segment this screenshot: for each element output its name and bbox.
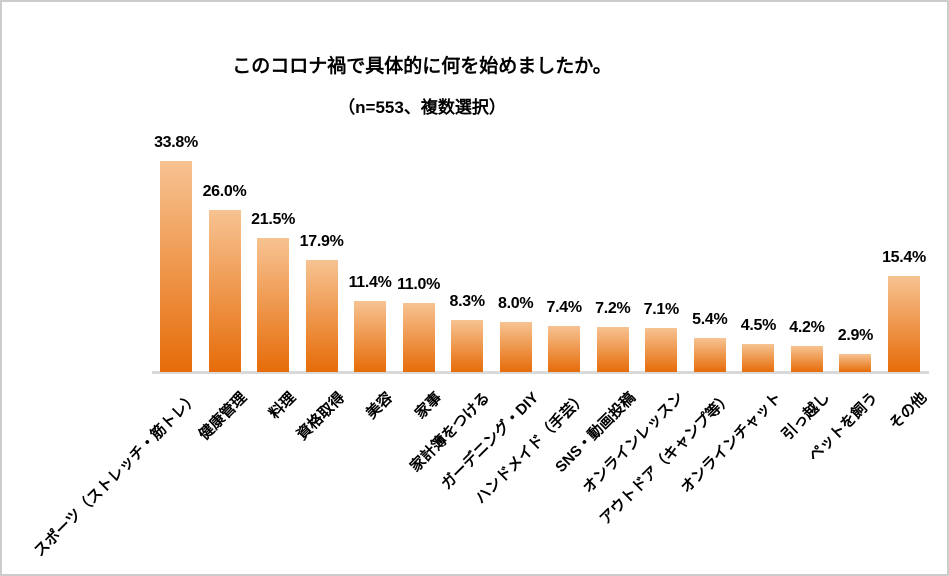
category-label: 資格取得	[293, 389, 348, 444]
chart-subtitle: （n=553、複数選択）	[338, 98, 506, 117]
value-label: 4.2%	[789, 319, 825, 336]
value-label: 17.9%	[299, 233, 344, 250]
category-label: 健康管理	[196, 389, 251, 444]
bar	[451, 320, 484, 372]
bar	[548, 326, 581, 372]
value-label: 2.9%	[837, 327, 874, 344]
value-label: 11.4%	[348, 274, 392, 291]
bar	[839, 354, 872, 372]
bar	[208, 210, 241, 372]
bar	[257, 238, 290, 372]
category-label: その他	[886, 389, 931, 433]
value-label: 11.0%	[397, 276, 441, 293]
value-label: 33.8%	[154, 134, 198, 151]
value-label: 7.4%	[546, 299, 583, 316]
bar	[354, 301, 387, 372]
value-label: 21.5%	[251, 211, 296, 228]
category-label: 美容	[362, 389, 397, 423]
bar	[693, 338, 726, 372]
value-label: 4.5%	[740, 317, 777, 334]
value-label: 7.2%	[595, 300, 631, 317]
value-label: 8.0%	[498, 295, 534, 312]
value-label: 7.1%	[643, 301, 680, 318]
value-label: 8.3%	[449, 293, 486, 310]
bar	[888, 276, 920, 372]
category-label: 料理	[265, 389, 300, 423]
bar	[790, 346, 823, 372]
value-label: 26.0%	[202, 183, 247, 200]
bar	[596, 327, 629, 372]
category-label: 家事	[411, 389, 445, 423]
bar	[742, 344, 775, 372]
bar	[402, 303, 435, 372]
bar	[645, 328, 678, 372]
value-label: 15.4%	[882, 249, 926, 266]
bar	[305, 260, 338, 372]
chart-title: このコロナ禍で具体的に何を始めましたか。	[232, 56, 612, 77]
bar	[160, 161, 192, 372]
bar	[499, 322, 532, 372]
category-label: スポーツ（ストレッチ・筋トレ）	[31, 389, 203, 561]
x-axis-line	[152, 371, 929, 374]
value-label: 5.4%	[692, 311, 728, 328]
